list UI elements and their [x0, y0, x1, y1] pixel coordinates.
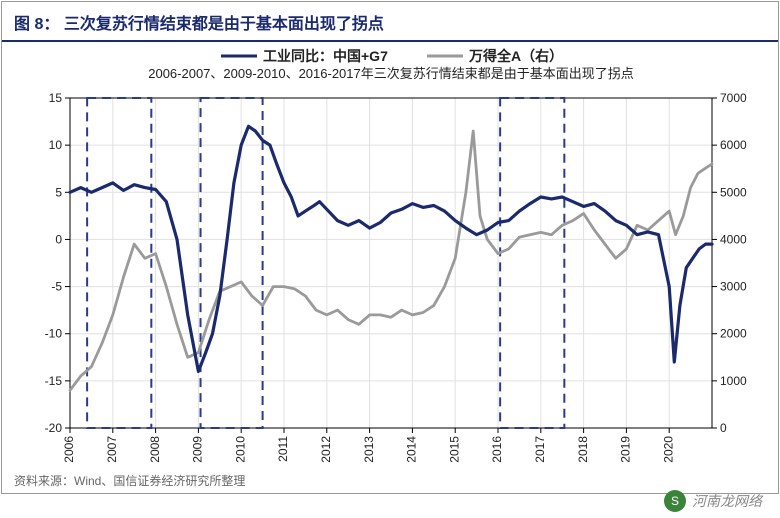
svg-text:5000: 5000: [720, 185, 747, 199]
svg-text:-10: -10: [45, 327, 63, 341]
svg-text:2008: 2008: [148, 436, 162, 463]
svg-text:2006: 2006: [62, 436, 76, 463]
watermark-text: 河南龙网络: [692, 491, 762, 511]
svg-text:3000: 3000: [720, 280, 747, 294]
figure-title: 三次复苏行情结束都是由于基本面出现了拐点: [64, 16, 384, 33]
svg-text:工业同比：中国+G7: 工业同比：中国+G7: [263, 48, 388, 64]
chart-area: 工业同比：中国+G7 万得全A（右） 2006-2007、2009-2010、201…: [12, 42, 768, 467]
chart-svg: 工业同比：中国+G7 万得全A（右） 2006-2007、2009-2010、201…: [12, 42, 770, 468]
svg-text:10: 10: [49, 138, 63, 152]
svg-text:2007: 2007: [105, 436, 119, 463]
svg-text:-20: -20: [45, 421, 63, 435]
svg-text:2017: 2017: [533, 436, 547, 463]
figure-title-bar: 图 8： 三次复苏行情结束都是由于基本面出现了拐点: [2, 2, 778, 42]
svg-text:7000: 7000: [720, 91, 747, 105]
figure-container: 图 8： 三次复苏行情结束都是由于基本面出现了拐点 工业同比：中国+G7 万得全A…: [1, 1, 779, 494]
svg-text:15: 15: [49, 91, 63, 105]
watermark-icon: S: [664, 490, 686, 512]
svg-text:5: 5: [55, 185, 62, 199]
svg-text:2020: 2020: [661, 436, 675, 463]
svg-text:6000: 6000: [720, 138, 747, 152]
svg-text:2015: 2015: [447, 436, 461, 463]
svg-text:2019: 2019: [619, 436, 633, 463]
svg-text:-15: -15: [45, 374, 63, 388]
svg-text:2012: 2012: [319, 436, 333, 463]
svg-text:2018: 2018: [576, 436, 590, 463]
svg-text:1000: 1000: [720, 374, 747, 388]
svg-text:2013: 2013: [362, 436, 376, 463]
svg-text:2000: 2000: [720, 327, 747, 341]
svg-text:0: 0: [55, 232, 62, 246]
svg-text:-5: -5: [51, 280, 62, 294]
svg-text:0: 0: [720, 421, 727, 435]
data-source: 资料来源：Wind、国信证券经济研究所整理: [14, 472, 245, 489]
svg-text:4000: 4000: [720, 232, 747, 246]
svg-text:2016: 2016: [490, 436, 504, 463]
svg-text:2011: 2011: [276, 436, 290, 462]
watermark: S 河南龙网络: [664, 490, 762, 512]
svg-text:2010: 2010: [233, 436, 247, 463]
svg-text:2006-2007、2009-2010、2016-2017年: 2006-2007、2009-2010、2016-2017年三次复苏行情结束都是…: [148, 66, 634, 81]
svg-text:2014: 2014: [405, 436, 419, 463]
svg-text:万得全A（右）: 万得全A（右）: [468, 48, 563, 64]
svg-text:2009: 2009: [191, 436, 205, 463]
figure-number: 图 8：: [14, 16, 59, 33]
